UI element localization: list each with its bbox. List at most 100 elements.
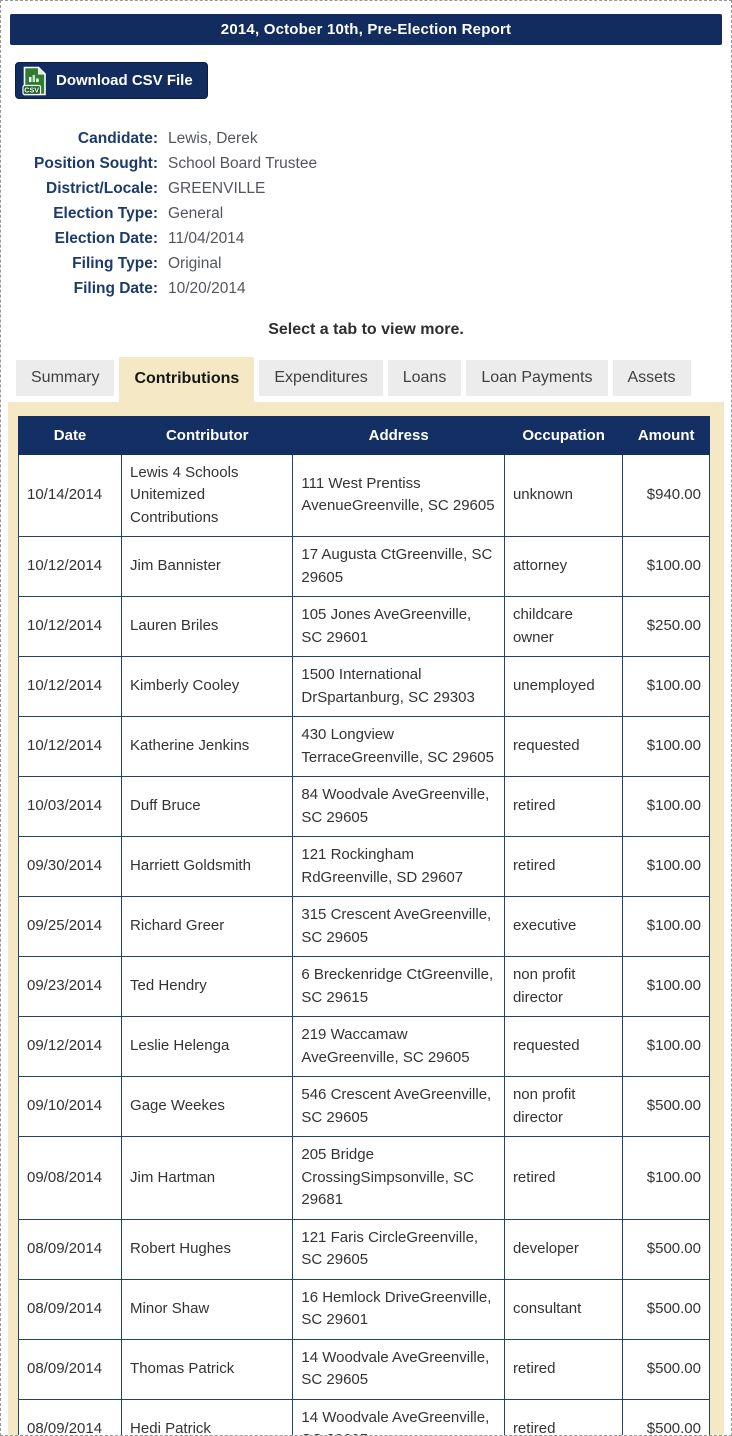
info-label: Position Sought: — [34, 154, 158, 172]
cell-contributor: Leslie Helenga — [121, 1016, 294, 1077]
info-label: Filing Date: — [73, 279, 158, 297]
cell-contributor: Thomas Patrick — [121, 1338, 294, 1400]
cell-address: 84 Woodvale AveGreenville, SC 29605 — [292, 776, 505, 837]
cell-occupation: unemployed — [503, 656, 624, 717]
table-row: 09/10/2014 Gage Weekes 546 Crescent AveGre… — [17, 1076, 710, 1137]
table-row: 08/09/2014 Hedi Patrick 14 Woodvale AveGre… — [17, 1398, 710, 1435]
table-row: 10/12/2014 Katherine Jenkins 430 Longview … — [17, 716, 710, 777]
cell-date: 10/14/2014 — [17, 453, 123, 537]
cell-contributor: Harriett Goldsmith — [121, 836, 294, 897]
cell-occupation: retired — [503, 1338, 624, 1400]
download-csv-button[interactable]: CSV Download CSV File — [15, 62, 208, 99]
cell-date: 10/12/2014 — [17, 716, 123, 777]
tab-bar: Summary Contributions Expenditures Loans… — [10, 356, 722, 402]
info-row-filing-type: Filing Type: Original — [10, 251, 722, 276]
cell-amount: $100.00 — [622, 716, 710, 777]
cell-contributor: Jim Hartman — [121, 1136, 294, 1220]
cell-amount: $100.00 — [622, 896, 710, 957]
cell-address: 205 Bridge CrossingSimpsonville, SC 2968… — [292, 1136, 505, 1220]
info-value: School Board Trustee — [168, 154, 318, 172]
cell-occupation: retired — [503, 836, 624, 897]
cell-occupation: requested — [503, 716, 624, 777]
cell-amount: $100.00 — [622, 836, 710, 897]
info-value: Original — [168, 254, 222, 272]
cell-contributor: Duff Bruce — [121, 776, 294, 837]
cell-amount: $250.00 — [622, 596, 710, 657]
cell-date: 09/25/2014 — [17, 896, 123, 957]
cell-amount: $500.00 — [622, 1278, 710, 1340]
cell-occupation: executive — [503, 896, 624, 957]
table-row: 10/14/2014 Lewis 4 Schools Unitemized Con… — [17, 453, 710, 537]
info-value: Lewis, Derek — [168, 129, 258, 147]
cell-address: 14 Woodvale AveGreenville, SC 29605 — [292, 1398, 505, 1435]
cell-occupation: non profit director — [503, 956, 624, 1017]
cell-occupation: retired — [503, 776, 624, 837]
table-row: 08/09/2014 Minor Shaw 16 Hemlock DriveGree… — [17, 1278, 710, 1340]
cell-occupation: developer — [503, 1218, 624, 1280]
cell-occupation: childcare owner — [503, 596, 624, 657]
cell-amount: $940.00 — [622, 453, 710, 537]
table-row: 09/30/2014 Harriett Goldsmith 121 Rockingh… — [17, 836, 710, 897]
download-csv-label: Download CSV File — [56, 72, 193, 89]
table-row: 10/03/2014 Duff Bruce 84 Woodvale AveGreen… — [17, 776, 710, 837]
table-row: 09/23/2014 Ted Hendry 6 Breckenridge CtGre… — [17, 956, 710, 1017]
table-row: 10/12/2014 Jim Bannister 17 Augusta CtGree… — [17, 536, 710, 597]
cell-date: 09/08/2014 — [17, 1136, 123, 1220]
svg-text:CSV: CSV — [24, 85, 39, 94]
cell-amount: $100.00 — [622, 536, 710, 597]
cell-amount: $100.00 — [622, 956, 710, 1017]
cell-occupation: non profit director — [503, 1076, 624, 1137]
cell-date: 09/10/2014 — [17, 1076, 123, 1137]
cell-date: 10/03/2014 — [17, 776, 123, 837]
info-value: 10/20/2014 — [168, 279, 246, 297]
cell-address: 105 Jones AveGreenville, SC 29601 — [292, 596, 505, 657]
tab-expenditures[interactable]: Expenditures — [259, 359, 383, 396]
cell-occupation: requested — [503, 1016, 624, 1077]
info-row-district-locale: District/Locale: GREENVILLE — [10, 176, 722, 201]
info-value: General — [168, 204, 224, 222]
cell-date: 08/09/2014 — [17, 1398, 123, 1435]
cell-address: 430 Longview TerraceGreenville, SC 29605 — [292, 716, 505, 777]
column-header-occupation: Occupation — [503, 415, 624, 455]
cell-address: 1500 International DrSpartanburg, SC 293… — [292, 656, 505, 717]
tab-assets[interactable]: Assets — [612, 359, 691, 396]
info-label: Election Type: — [53, 204, 158, 222]
cell-occupation: retired — [503, 1398, 624, 1435]
cell-amount: $500.00 — [622, 1338, 710, 1400]
cell-contributor: Katherine Jenkins — [121, 716, 294, 777]
cell-date: 10/12/2014 — [17, 656, 123, 717]
cell-date: 09/23/2014 — [17, 956, 123, 1017]
cell-amount: $100.00 — [622, 1016, 710, 1077]
cell-date: 08/09/2014 — [17, 1278, 123, 1340]
info-label: Filing Type: — [72, 254, 158, 272]
cell-contributor: Lewis 4 Schools Unitemized Contributions — [121, 453, 294, 537]
tab-loan-payments[interactable]: Loan Payments — [466, 359, 608, 396]
info-row-candidate: Candidate: Lewis, Derek — [10, 126, 722, 151]
cell-contributor: Robert Hughes — [121, 1218, 294, 1280]
info-row-election-type: Election Type: General — [10, 201, 722, 226]
cell-occupation: attorney — [503, 536, 624, 597]
table-row: 08/09/2014 Thomas Patrick 14 Woodvale AveG… — [17, 1338, 710, 1400]
cell-date: 08/09/2014 — [17, 1218, 123, 1280]
info-label: Candidate: — [77, 129, 158, 147]
table-row: 09/25/2014 Richard Greer 315 Crescent AveG… — [17, 896, 710, 957]
cell-address: 6 Breckenridge CtGreenville, SC 29615 — [292, 956, 505, 1017]
cell-amount: $500.00 — [622, 1218, 710, 1280]
cell-contributor: Jim Bannister — [121, 536, 294, 597]
cell-amount: $500.00 — [622, 1076, 710, 1137]
column-header-address: Address — [292, 415, 505, 455]
info-value: 11/04/2014 — [168, 229, 245, 247]
tab-hint: Select a tab to view more. — [268, 320, 464, 338]
contributions-table-body: 10/14/2014 Lewis 4 Schools Unitemized Con… — [17, 453, 710, 1435]
tab-loans[interactable]: Loans — [387, 359, 462, 396]
cell-address: 315 Crescent AveGreenville, SC 29605 — [292, 896, 505, 957]
tab-summary[interactable]: Summary — [16, 359, 115, 396]
page-title: 2014, October 10th, Pre-Election Report — [220, 21, 512, 38]
tab-contributions[interactable]: Contributions — [119, 356, 255, 402]
table-row: 09/12/2014 Leslie Helenga 219 Waccamaw Ave… — [17, 1016, 710, 1077]
report-title-bar: 2014, October 10th, Pre-Election Report — [10, 14, 722, 45]
cell-contributor: Gage Weekes — [121, 1076, 294, 1137]
table-row: 09/08/2014 Jim Hartman 205 Bridge Crossing… — [17, 1136, 710, 1220]
cell-contributor: Hedi Patrick — [121, 1398, 294, 1435]
